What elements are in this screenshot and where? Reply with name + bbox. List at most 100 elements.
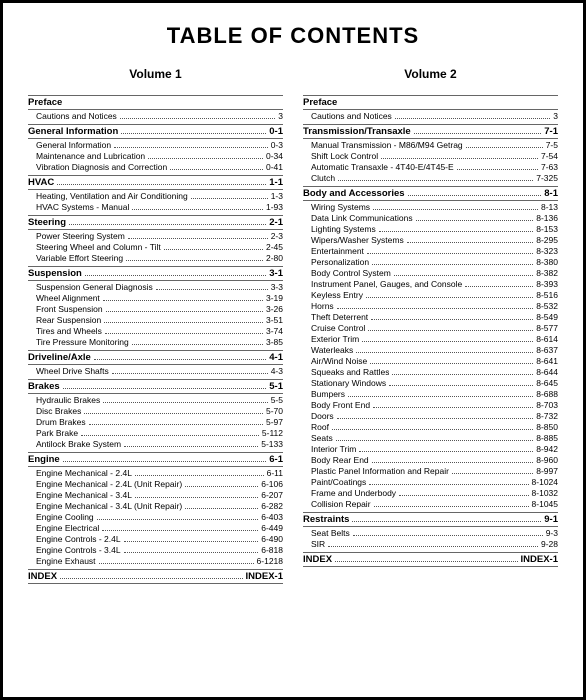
leader-dots xyxy=(120,118,275,119)
toc-page: 8-885 xyxy=(536,433,558,443)
leader-dots xyxy=(63,461,267,462)
leader-dots xyxy=(69,224,266,225)
toc-label: Engine Electrical xyxy=(28,523,99,533)
leader-dots xyxy=(106,311,263,312)
toc-row: Entertainment8-323 xyxy=(303,245,558,256)
toc-row: Squeaks and Rattles8-644 xyxy=(303,366,558,377)
toc-row: Stationary Windows8-645 xyxy=(303,377,558,388)
toc-label: Suspension General Diagnosis xyxy=(28,282,153,292)
leader-dots xyxy=(414,133,542,134)
toc-row: Vibration Diagnosis and Correction0-41 xyxy=(28,161,283,172)
toc-label: Plastic Panel Information and Repair xyxy=(303,466,449,476)
toc-row: Body Front End 8-703 xyxy=(303,399,558,410)
toc-page: 8-393 xyxy=(536,279,558,289)
toc-label: Wheel Drive Shafts xyxy=(28,366,109,376)
toc-label: Data Link Communications xyxy=(303,213,413,223)
leader-dots xyxy=(328,546,538,547)
toc-row: Power Steering System2-3 xyxy=(28,230,283,241)
toc-row: Front Suspension3-26 xyxy=(28,303,283,314)
index-label: INDEX xyxy=(28,571,57,582)
toc-label: Variable Effort Steering xyxy=(28,253,123,263)
toc-row: Tires and Wheels3-74 xyxy=(28,325,283,336)
section-header: Transmission/Transaxle7-1 xyxy=(303,124,558,139)
toc-page: 8-382 xyxy=(536,268,558,278)
toc-label: Squeaks and Rattles xyxy=(303,367,389,377)
section-name: Restraints xyxy=(303,514,349,525)
toc-label: SIR xyxy=(303,539,325,549)
toc-page: 5-133 xyxy=(261,439,283,449)
toc-label: Body Control System xyxy=(303,268,391,278)
toc-label: Power Steering System xyxy=(28,231,125,241)
toc-page: 3-85 xyxy=(266,337,283,347)
toc-page: 8-703 xyxy=(536,400,558,410)
toc-page: 8-295 xyxy=(536,235,558,245)
toc-label: Paint/Coatings xyxy=(303,477,366,487)
leader-dots xyxy=(359,451,533,452)
index-row: INDEX INDEX-1 xyxy=(28,569,283,584)
toc-page: 8-380 xyxy=(536,257,558,267)
toc-page: 7-54 xyxy=(541,151,558,161)
volume-header: Volume 1 xyxy=(28,67,283,81)
leader-dots xyxy=(337,308,534,309)
index-page: INDEX-1 xyxy=(246,571,283,582)
toc-page: 8-942 xyxy=(536,444,558,454)
toc-row: Seat Belts9-3 xyxy=(303,527,558,538)
volume-header: Volume 2 xyxy=(303,67,558,81)
toc-label: Maintenance and Lubrication xyxy=(28,151,145,161)
leader-dots xyxy=(170,169,263,170)
toc-label: Roof xyxy=(303,422,329,432)
leader-dots xyxy=(148,158,263,159)
toc-label: Heating, Ventilation and Air Conditionin… xyxy=(28,191,188,201)
toc-page: 3-51 xyxy=(266,315,283,325)
toc-page: 8-850 xyxy=(536,422,558,432)
toc-row: Rear Suspension3-51 xyxy=(28,314,283,325)
leader-dots xyxy=(85,275,266,276)
toc-row: Seats8-885 xyxy=(303,432,558,443)
toc-label: Horns xyxy=(303,301,334,311)
toc-row: General Information0-3 xyxy=(28,139,283,150)
section-header: Restraints9-1 xyxy=(303,512,558,527)
section-name: Preface xyxy=(303,97,337,108)
toc-label: Drum Brakes xyxy=(28,417,86,427)
toc-row: Engine Mechanical - 2.4L6-11 xyxy=(28,467,283,478)
toc-label: Collision Repair xyxy=(303,499,371,509)
toc-label: Antilock Brake System xyxy=(28,439,121,449)
volume-1-column: Volume 1 PrefaceCautions and Notices3Gen… xyxy=(28,67,283,584)
leader-dots xyxy=(338,180,533,181)
toc-page: 7-5 xyxy=(546,140,558,150)
toc-page: 3 xyxy=(278,111,283,121)
section-page: 5-1 xyxy=(269,381,283,392)
section-name: General Information xyxy=(28,126,118,137)
toc-label: Body Front End xyxy=(303,400,370,410)
toc-page: 8-637 xyxy=(536,345,558,355)
leader-dots xyxy=(332,429,533,430)
toc-page: 3 xyxy=(553,111,558,121)
toc-page: 5-112 xyxy=(262,428,283,438)
leader-dots xyxy=(81,435,259,436)
toc-label: Air/Wind Noise xyxy=(303,356,367,366)
toc-page: 6-282 xyxy=(261,501,283,511)
toc-row: Hydraulic Brakes5-5 xyxy=(28,394,283,405)
toc-row: Variable Effort Steering 2-80 xyxy=(28,252,283,263)
toc-row: Horns 8-532 xyxy=(303,300,558,311)
toc-page: 6-106 xyxy=(261,479,283,489)
toc-label: Cruise Control xyxy=(303,323,365,333)
toc-row: Wheel Alignment3-19 xyxy=(28,292,283,303)
leader-dots xyxy=(336,440,534,441)
toc-label: Vibration Diagnosis and Correction xyxy=(28,162,167,172)
toc-page: 8-532 xyxy=(536,301,558,311)
toc-page: 2-80 xyxy=(266,253,283,263)
index-page: INDEX-1 xyxy=(521,554,558,565)
toc-page: 7-325 xyxy=(536,173,558,183)
toc-row: Exterior Trim8-614 xyxy=(303,333,558,344)
toc-row: Heating, Ventilation and Air Conditionin… xyxy=(28,190,283,201)
section-header: Steering2-1 xyxy=(28,215,283,230)
section-header: Body and Accessories8-1 xyxy=(303,186,558,201)
leader-dots xyxy=(372,462,534,463)
toc-row: Lighting Systems8-153 xyxy=(303,223,558,234)
toc-row: Instrument Panel, Gauges, and Console8-3… xyxy=(303,278,558,289)
leader-dots xyxy=(373,407,533,408)
leader-dots xyxy=(399,495,528,496)
toc-row: Antilock Brake System 5-133 xyxy=(28,438,283,449)
toc-row: Park Brake5-112 xyxy=(28,427,283,438)
